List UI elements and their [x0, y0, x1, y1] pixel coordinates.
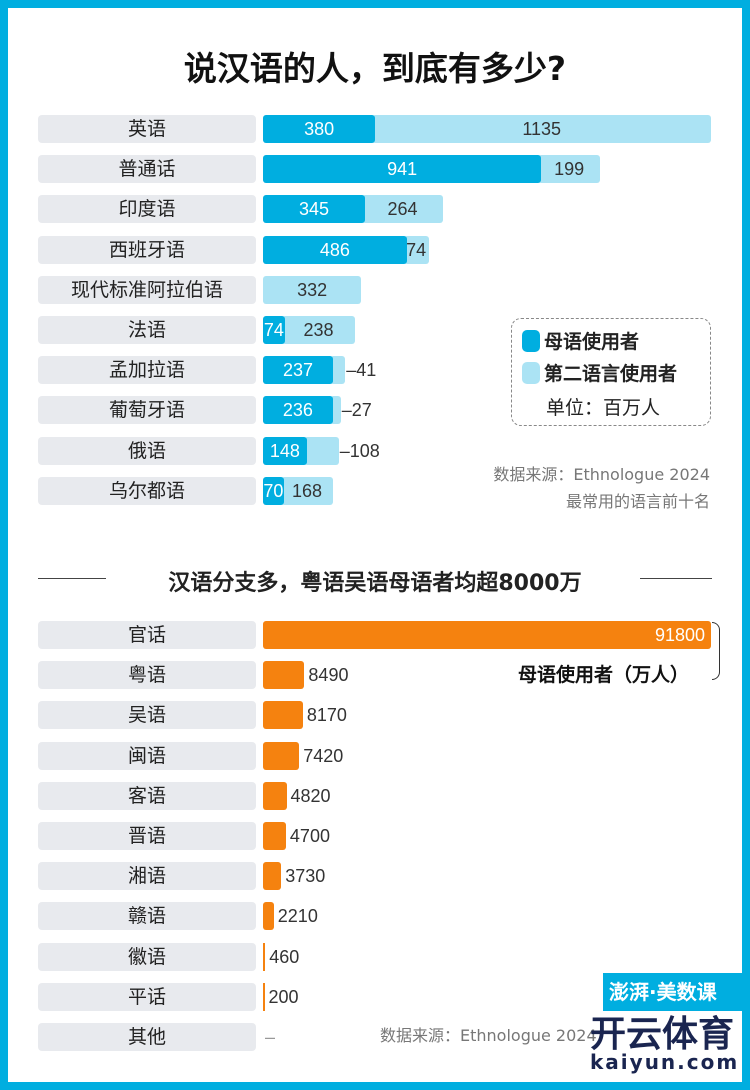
category-label: 官话 [38, 621, 256, 649]
bar-second-label: –108 [339, 440, 380, 461]
bar [263, 701, 303, 730]
bar-second-label: –27 [341, 400, 372, 421]
bar [263, 942, 266, 971]
bar-second: 238 [281, 316, 356, 344]
legend-swatch-second [522, 361, 540, 384]
bar [263, 902, 274, 931]
bar-native: 380 [263, 115, 376, 143]
category-label: 赣语 [38, 902, 256, 931]
bar-second: 264 [362, 195, 444, 224]
legend-second: 第二语言使用者 [522, 359, 677, 386]
legend-label: 母语使用者 [544, 331, 640, 353]
category-label: 平话 [38, 982, 256, 1011]
watermark-overlay: 开云体育 [590, 1014, 735, 1055]
annotation-bracket [712, 622, 720, 680]
value-label: 4700 [289, 826, 330, 846]
bar-native: 345 [263, 195, 366, 224]
category-label: 闽语 [38, 741, 256, 770]
bar-native: 74 [263, 316, 285, 344]
bar-second: 168 [280, 476, 334, 505]
watermark-url: kaiyun.com [590, 1050, 740, 1074]
value-label: 2210 [277, 906, 318, 927]
category-label: 湘语 [38, 862, 256, 891]
bar [263, 822, 286, 850]
bar-second-label: –41 [346, 360, 377, 381]
bar-native: 70 [263, 476, 284, 505]
annotation: 母语使用者（万人） [518, 664, 690, 686]
bottom-source: 数据来源：Ethnologue 2024 [380, 1026, 597, 1045]
category-label: 普通话 [38, 155, 256, 184]
value-label: 7420 [303, 745, 344, 766]
category-label: 晋语 [38, 822, 256, 850]
bar-second: 1135 [372, 115, 711, 143]
value-label: 4820 [290, 785, 331, 806]
value-label: 460 [269, 946, 300, 967]
bar-native: 236 [263, 396, 333, 425]
category-label: 葡萄牙语 [38, 396, 256, 425]
category-label: 乌尔都语 [38, 476, 256, 505]
bar-second: 199 [538, 155, 601, 184]
bar-native: 237 [263, 356, 334, 385]
category-label: 孟加拉语 [38, 356, 256, 385]
watermark-brand: 澎湃·美数课 [603, 973, 742, 1011]
category-label: 印度语 [38, 195, 256, 224]
category-label: 法语 [38, 316, 256, 344]
category-label: 吴语 [38, 701, 256, 730]
source-note: 数据来源：Ethnologue 2024 [493, 465, 710, 484]
category-label: 徽语 [38, 942, 256, 971]
legend-label: 第二语言使用者 [544, 363, 678, 385]
bar-second: 332 [263, 275, 362, 304]
divider-left [38, 578, 106, 579]
unit-label: 单位：百万人 [546, 397, 661, 419]
bar: 91800 [263, 621, 711, 649]
legend: 母语使用者 第二语言使用者 单位：百万人 [511, 318, 711, 426]
value-label: 3730 [285, 866, 326, 887]
value-label: 8170 [306, 705, 347, 726]
legend-native: 母语使用者 [522, 327, 639, 354]
subtitle: 汉语分支多，粤语吴语母语者均超8000万 [168, 571, 582, 596]
chart-title: 说汉语的人，到底有多少? [183, 49, 567, 88]
value-label: – [265, 1027, 276, 1047]
category-label: 粤语 [38, 661, 256, 690]
category-label: 俄语 [38, 436, 256, 465]
bar-native: 941 [263, 155, 542, 184]
category-label: 西班牙语 [38, 235, 256, 264]
top10-note: 最常用的语言前十名 [565, 492, 710, 511]
category-label: 其他 [38, 1023, 256, 1051]
bar [263, 741, 300, 770]
bar [263, 661, 305, 690]
bar [263, 982, 265, 1011]
value-label: 200 [268, 986, 299, 1007]
bar-native: 148 [263, 436, 307, 465]
bar-second [330, 356, 346, 385]
divider-right [640, 578, 712, 579]
category-label: 客语 [38, 781, 256, 810]
category-label: 英语 [38, 115, 256, 143]
bar [263, 862, 282, 891]
bar-second: 74 [403, 235, 429, 264]
bar [263, 781, 287, 810]
value-label: 8490 [308, 665, 349, 686]
legend-swatch-native [522, 329, 540, 352]
category-label: 现代标准阿拉伯语 [38, 275, 256, 304]
bar-second [329, 396, 341, 425]
bar-second [303, 436, 339, 465]
bar-native: 486 [263, 235, 407, 264]
